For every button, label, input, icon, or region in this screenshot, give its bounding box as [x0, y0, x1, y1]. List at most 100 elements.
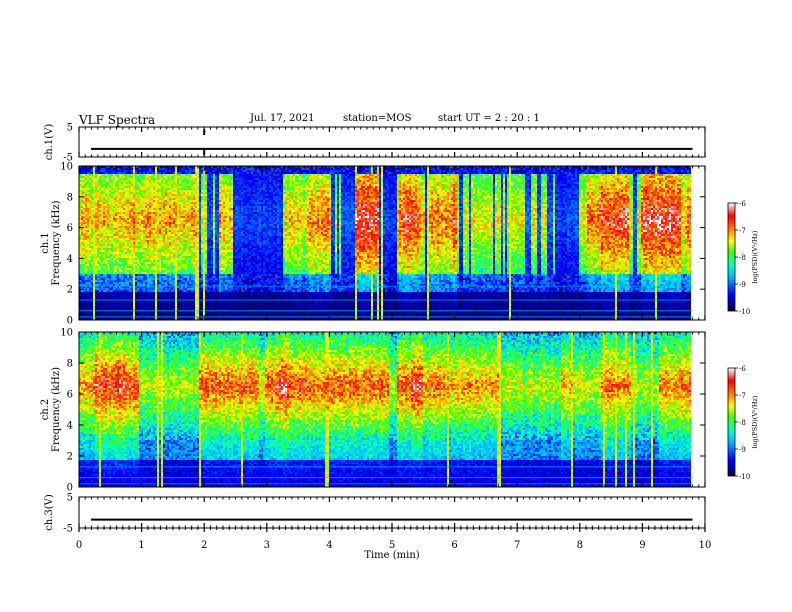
ch1-spec-cell	[97, 200, 99, 202]
ch1-spec-cell	[131, 276, 133, 278]
ch1-spec-cell	[183, 302, 185, 304]
ch1-spec-cell	[119, 196, 121, 198]
ch1-spec-cell	[89, 194, 91, 196]
ch1-spec-cell	[105, 262, 107, 264]
ch1-spec-cell	[169, 210, 171, 212]
ch1-spec-cell	[81, 278, 83, 280]
ch1-spec-cell	[165, 206, 167, 208]
ch1-spec-cell	[131, 302, 133, 304]
ch1-spec-cell	[169, 250, 171, 252]
ch1-spec-cell	[169, 180, 171, 182]
ch1-spec-cell	[107, 312, 109, 314]
ch1-spec-cell	[97, 280, 99, 282]
ch1-spec-cell	[135, 224, 137, 226]
ch1-spec-cell	[145, 242, 147, 244]
ch1-spec-cell	[189, 240, 191, 242]
ch1-spec-cell	[133, 252, 135, 254]
ch1-spec-cell	[127, 260, 129, 262]
ch1-spec-cell	[165, 272, 167, 274]
ch1-spec-cell	[81, 264, 83, 266]
ch1-spec-cell	[185, 200, 187, 202]
ch1-spec-cell	[85, 242, 87, 244]
ch1-spec-cell	[125, 260, 127, 262]
ch1-spec-cell	[181, 292, 183, 294]
ch1-spec-cell	[153, 212, 155, 214]
ch1-spec-cell	[113, 190, 115, 192]
ch1-spec-cell	[99, 278, 101, 280]
ch1-spec-cell	[177, 174, 179, 176]
ch1-spec-cell	[165, 184, 167, 186]
ch1-spec-cell	[87, 204, 89, 206]
ch1-spec-cell	[193, 212, 195, 214]
ch1-spec-cell	[107, 212, 109, 214]
ch1-spec-cell	[155, 292, 157, 294]
ch1-spec-cell	[149, 276, 151, 278]
ch1-spec-cell	[101, 200, 103, 202]
ch1-spec-cell	[87, 274, 89, 276]
ch1-spec-cell	[193, 252, 195, 254]
ch1-spec-cell	[131, 236, 133, 238]
ch1-spec-cell	[131, 214, 133, 216]
ch1-spec-cell	[119, 270, 121, 272]
ch1-spec-cell	[181, 180, 183, 182]
ch1-spec-cell	[101, 290, 103, 292]
ch1-spec-cell	[171, 260, 173, 262]
ch1-spec-cell	[127, 170, 129, 172]
ch1-spec-cell	[153, 170, 155, 172]
ch1-spec-cell	[143, 208, 145, 210]
ch1-spec-cell	[187, 262, 189, 264]
ch1-spec-cell	[187, 260, 189, 262]
ch1-spec-cell	[99, 216, 101, 218]
ch1-spec-cell	[179, 172, 181, 174]
ch1-spec-cell	[193, 264, 195, 266]
ch1-spec-cell	[171, 182, 173, 184]
ch1-spec-cell	[169, 252, 171, 254]
ch1-spec-cell	[103, 186, 105, 188]
ch1-spec-cell	[87, 198, 89, 200]
ch1-spec-cell	[103, 200, 105, 202]
ch1-spec-cell	[135, 242, 137, 244]
ch1-spec-cell	[171, 242, 173, 244]
ch1-spec-cell	[137, 232, 139, 234]
ch1-spec-cell	[155, 222, 157, 224]
ch1-spec-cell	[107, 276, 109, 278]
ch1-spec-cell	[89, 174, 91, 176]
ch1-spec-cell	[105, 180, 107, 182]
ch1-spec-cell	[97, 246, 99, 248]
ch1-spec-cell	[143, 274, 145, 276]
ch1-spec-cell	[117, 220, 119, 222]
ch1-spec-cell	[183, 200, 185, 202]
ch1-spec-cell	[97, 190, 99, 192]
ch1-spec-cell	[109, 276, 111, 278]
ch1-spec-cell	[193, 278, 195, 280]
ch1-spec-cell	[105, 246, 107, 248]
ch1-spec-cell	[167, 180, 169, 182]
ch1-spec-cell	[193, 260, 195, 262]
ch1-spec-cell	[173, 194, 175, 196]
ch1-spec-cell	[145, 246, 147, 248]
ch1-spec-cell	[109, 306, 111, 308]
ch1-spec-cell	[143, 216, 145, 218]
ch1-spec-cell	[85, 214, 87, 216]
ch1-spec-cell	[191, 262, 193, 264]
ch1-spec-cell	[193, 258, 195, 260]
ch1-spec-cell	[143, 212, 145, 214]
ch1-spec-cell	[97, 192, 99, 194]
ch1-spec-cell	[175, 238, 177, 240]
ch1-spec-cell	[97, 258, 99, 260]
ch1-spec-cell	[109, 212, 111, 214]
ch1-spec-cell	[161, 232, 163, 234]
ch1-spec-cell	[189, 212, 191, 214]
ch1-spec-cell	[149, 236, 151, 238]
ch1-spec-cell	[159, 292, 161, 294]
ch1-spec-cell	[159, 222, 161, 224]
ch1-spec-cell	[171, 290, 173, 292]
ch1-spec-cell	[131, 206, 133, 208]
ch1-spec-cell	[101, 180, 103, 182]
ch1-spec-cell	[193, 176, 195, 178]
ch1-spec-cell	[135, 196, 137, 198]
ch1-spec-cell	[129, 216, 131, 218]
ch1-spec-cell	[159, 306, 161, 308]
ch1-spec-cell	[157, 182, 159, 184]
ch1-spec-cell	[167, 244, 169, 246]
